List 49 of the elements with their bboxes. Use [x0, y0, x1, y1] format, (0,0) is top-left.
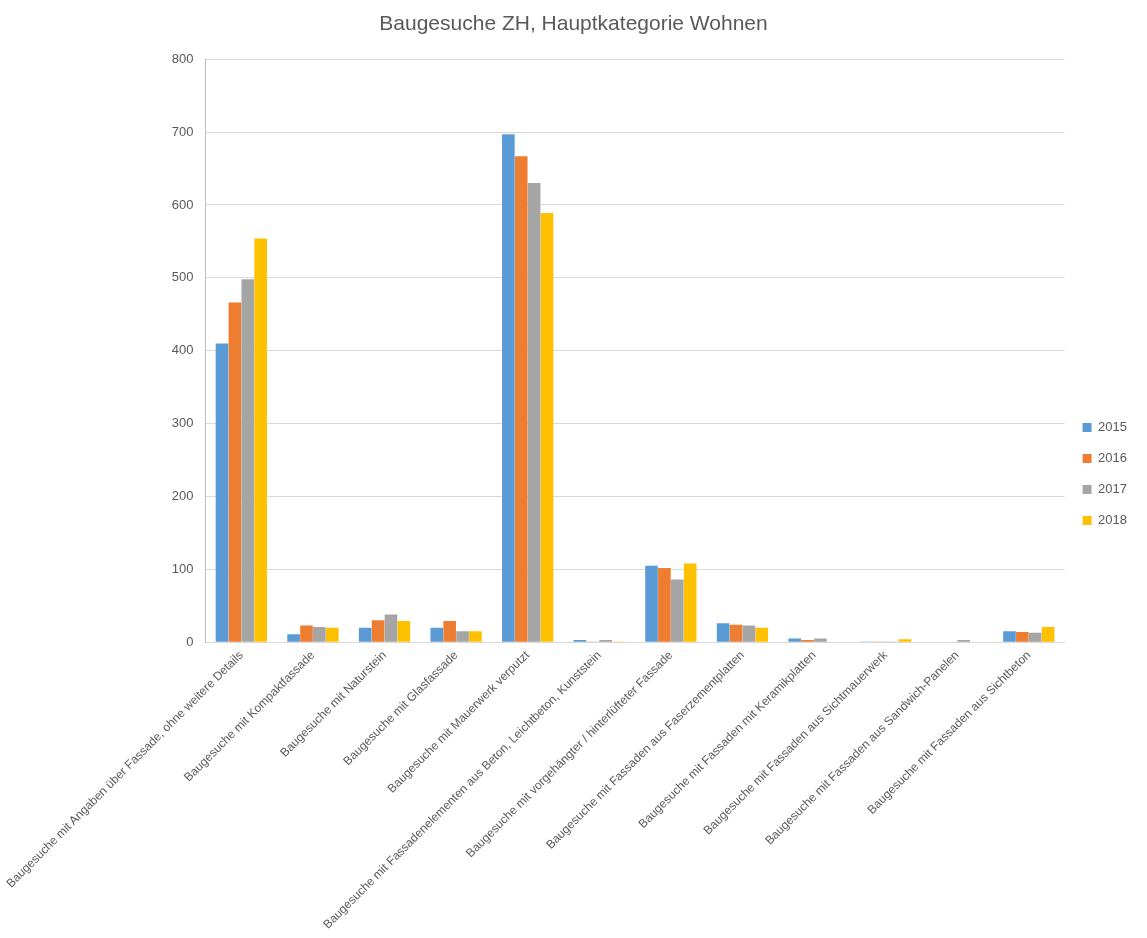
bar	[313, 626, 326, 642]
bar	[300, 625, 313, 642]
bar	[1028, 632, 1042, 642]
y-tick-label: 300	[171, 415, 194, 431]
bar	[670, 579, 684, 642]
y-tick-label: 200	[171, 488, 194, 504]
y-tick-label: 600	[171, 196, 194, 212]
y-tick-label: 100	[171, 560, 194, 576]
bar	[469, 631, 482, 642]
bar	[683, 563, 697, 642]
bar	[1003, 631, 1016, 642]
bar	[215, 343, 229, 642]
bar	[287, 634, 300, 642]
bar	[645, 565, 658, 642]
legend-label: 2018	[1098, 512, 1127, 528]
bar	[658, 567, 671, 642]
bar	[814, 638, 827, 642]
bar	[358, 627, 372, 642]
chart-title: Baugesuche ZH, Hauptkategorie Wohnen	[379, 11, 768, 35]
y-tick-label: 700	[171, 123, 194, 139]
legend-label: 2016	[1098, 450, 1127, 466]
bar	[371, 620, 385, 642]
legend-label: 2017	[1098, 481, 1127, 497]
bar	[443, 621, 456, 642]
bar	[456, 631, 469, 642]
bar	[898, 639, 912, 642]
bar	[742, 625, 756, 642]
bar	[1016, 632, 1029, 642]
bar	[325, 627, 339, 642]
y-tick-label: 400	[171, 342, 194, 358]
legend-label: 2015	[1098, 419, 1127, 435]
bar	[729, 624, 743, 642]
bar	[716, 623, 730, 642]
y-tick-label: 500	[171, 269, 194, 285]
bar	[514, 156, 528, 642]
bar	[1041, 626, 1055, 642]
bar	[788, 638, 802, 642]
bar	[241, 279, 255, 642]
bar	[384, 614, 398, 642]
bar	[228, 302, 242, 642]
bar	[254, 238, 267, 642]
bar	[430, 627, 444, 642]
y-tick-label: 0	[186, 633, 194, 649]
bar	[540, 212, 554, 642]
bar	[397, 621, 411, 642]
bar	[502, 134, 515, 642]
bar	[755, 627, 769, 642]
bar	[527, 183, 541, 642]
y-tick-label: 800	[171, 50, 194, 66]
